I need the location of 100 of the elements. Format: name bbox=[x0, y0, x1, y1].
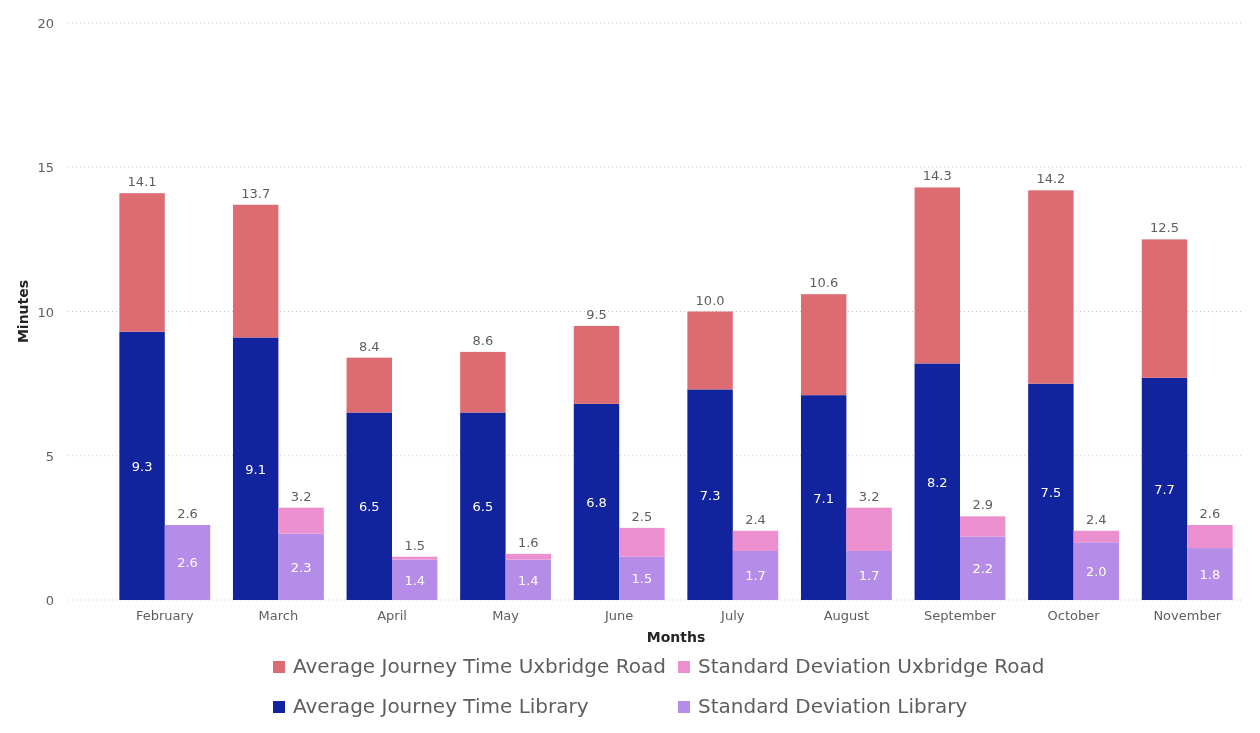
bar bbox=[278, 507, 324, 534]
bar bbox=[1028, 190, 1074, 384]
bar bbox=[278, 533, 324, 600]
bar bbox=[505, 559, 552, 600]
legend-label: Average Journey Time Uxbridge Road bbox=[293, 654, 666, 678]
total-label: 13.7 bbox=[241, 185, 271, 201]
bar bbox=[119, 331, 165, 600]
data-label: 6.5 bbox=[358, 499, 380, 515]
data-label: 7.3 bbox=[699, 487, 721, 503]
bar bbox=[460, 351, 506, 413]
y-tick-label: 0 bbox=[45, 593, 54, 608]
data-label: 8.2 bbox=[926, 474, 948, 490]
data-label: 2.3 bbox=[290, 559, 312, 575]
bar bbox=[573, 403, 620, 600]
bar bbox=[1187, 524, 1233, 549]
bar bbox=[846, 550, 892, 600]
total-label: 10.0 bbox=[695, 292, 725, 308]
data-label: 1.7 bbox=[745, 568, 766, 584]
total-label: 1.6 bbox=[517, 534, 539, 550]
total-label: 3.2 bbox=[858, 488, 880, 504]
bar bbox=[460, 412, 506, 600]
bar bbox=[1028, 383, 1074, 600]
total-label: 8.6 bbox=[472, 332, 494, 348]
data-label: 2.0 bbox=[1085, 564, 1107, 580]
data-label: 2.6 bbox=[177, 555, 198, 571]
total-label: 14.3 bbox=[922, 168, 952, 184]
x-tick-label: July bbox=[720, 608, 745, 623]
bar bbox=[732, 530, 779, 551]
x-tick-label: February bbox=[136, 608, 194, 623]
x-tick-label: May bbox=[492, 608, 520, 623]
bar bbox=[914, 363, 960, 600]
data-label: 7.5 bbox=[1040, 484, 1062, 500]
total-label: 8.4 bbox=[358, 338, 380, 354]
legend-label: Standard Deviation Library bbox=[698, 694, 968, 718]
legend-label: Average Journey Time Library bbox=[293, 694, 589, 718]
bar bbox=[232, 204, 279, 338]
bar bbox=[346, 412, 392, 600]
data-label: 9.1 bbox=[245, 461, 267, 477]
bar bbox=[732, 550, 779, 600]
bar bbox=[1073, 542, 1120, 600]
bar bbox=[960, 536, 1006, 600]
total-label: 14.2 bbox=[1036, 171, 1066, 187]
total-label: 2.5 bbox=[631, 508, 653, 524]
x-axis-title: Months bbox=[646, 629, 706, 645]
x-tick-label: September bbox=[924, 608, 997, 623]
total-label: 2.4 bbox=[745, 511, 766, 527]
bar bbox=[800, 395, 847, 600]
x-tick-label: November bbox=[1153, 608, 1222, 623]
data-label: 1.4 bbox=[517, 572, 539, 588]
x-tick-label: April bbox=[377, 608, 407, 623]
data-label: 6.5 bbox=[472, 499, 494, 515]
data-label: 7.1 bbox=[813, 490, 835, 506]
bar bbox=[119, 193, 165, 332]
bar bbox=[392, 559, 438, 600]
x-tick-label: March bbox=[258, 608, 299, 623]
data-label: 2.2 bbox=[972, 561, 994, 577]
y-tick-label: 5 bbox=[45, 448, 54, 464]
bar bbox=[960, 516, 1006, 537]
bar bbox=[800, 294, 847, 396]
bar bbox=[164, 524, 211, 600]
bar bbox=[914, 187, 960, 364]
bar bbox=[392, 556, 438, 560]
bar bbox=[505, 553, 552, 560]
data-label: 7.7 bbox=[1154, 481, 1175, 497]
data-label: 1.4 bbox=[404, 572, 426, 588]
x-tick-label: June bbox=[604, 608, 634, 623]
bar bbox=[346, 357, 392, 413]
total-label: 9.5 bbox=[586, 306, 607, 322]
total-label: 10.6 bbox=[809, 275, 839, 291]
data-label: 1.7 bbox=[858, 568, 880, 584]
bar bbox=[1187, 548, 1233, 600]
total-label: 3.2 bbox=[290, 488, 312, 504]
y-tick-label: 15 bbox=[37, 160, 54, 176]
x-tick-label: August bbox=[823, 608, 870, 623]
total-label: 2.4 bbox=[1085, 511, 1107, 527]
y-tick-label: 20 bbox=[37, 16, 54, 31]
data-label: 9.3 bbox=[131, 458, 153, 474]
bar bbox=[1141, 377, 1188, 600]
total-label: 2.6 bbox=[1199, 505, 1221, 521]
data-label: 1.8 bbox=[1199, 567, 1221, 583]
x-tick-label: October bbox=[1047, 608, 1101, 623]
total-label: 2.6 bbox=[177, 505, 198, 521]
bar bbox=[1141, 239, 1188, 378]
bar bbox=[232, 337, 279, 600]
bar bbox=[573, 325, 620, 404]
total-label: 1.5 bbox=[404, 537, 426, 553]
total-label: 14.1 bbox=[127, 174, 157, 190]
y-axis-title: Minutes bbox=[15, 279, 31, 344]
data-label: 6.8 bbox=[586, 494, 607, 510]
total-label: 12.5 bbox=[1150, 220, 1179, 236]
bar bbox=[1073, 530, 1120, 543]
bar bbox=[619, 527, 665, 557]
y-tick-label: 10 bbox=[37, 304, 54, 320]
data-label: 1.5 bbox=[631, 571, 653, 587]
legend-label: Standard Deviation Uxbridge Road bbox=[698, 654, 1045, 678]
total-label: 2.9 bbox=[972, 497, 994, 513]
bar bbox=[687, 311, 733, 390]
bar bbox=[846, 507, 892, 551]
bar bbox=[619, 556, 665, 600]
bar bbox=[687, 389, 733, 600]
